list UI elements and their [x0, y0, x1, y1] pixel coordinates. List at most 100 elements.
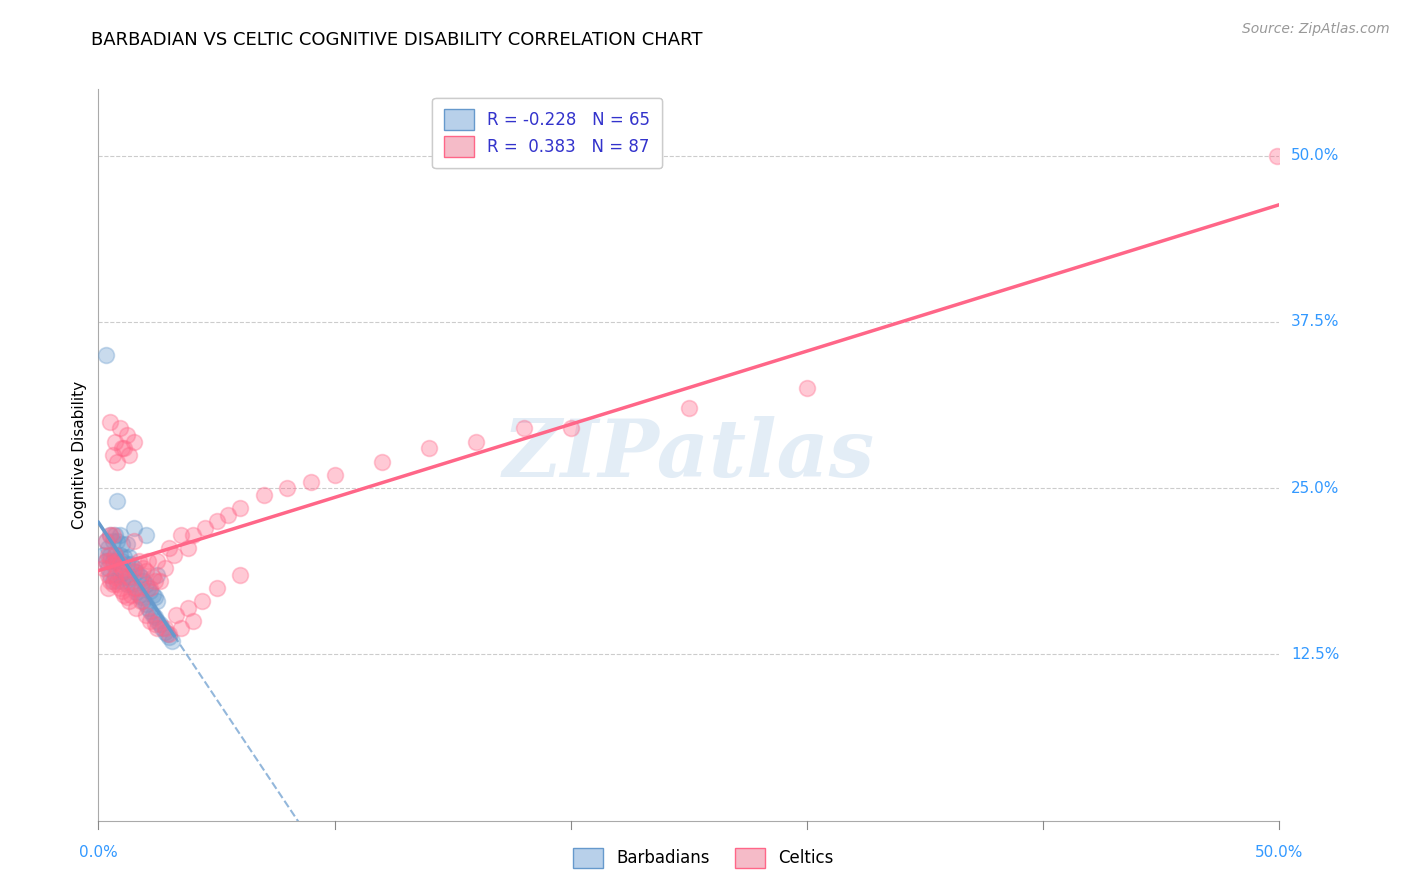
Point: [91, 548, 114, 562]
Text: 37.5%: 37.5%: [1291, 315, 1340, 329]
Legend: Barbadians, Celtics: Barbadians, Celtics: [567, 841, 839, 875]
Point: [139, 581, 162, 595]
Point: [115, 591, 138, 605]
Point: [111, 537, 134, 551]
Point: [101, 557, 124, 571]
Point: [97, 581, 120, 595]
Point: [129, 570, 152, 584]
Point: [112, 564, 135, 578]
Point: [115, 577, 138, 591]
Point: [115, 557, 138, 571]
Point: [108, 548, 131, 562]
Point: [229, 501, 252, 516]
Point: [160, 634, 183, 648]
Point: [135, 597, 157, 611]
Point: [143, 591, 166, 605]
Point: [170, 621, 193, 635]
Point: [111, 583, 134, 598]
Point: [181, 527, 204, 541]
Point: [104, 434, 127, 449]
Point: [118, 550, 141, 565]
Text: 25.0%: 25.0%: [1291, 481, 1340, 496]
Point: [132, 561, 155, 575]
Point: [105, 494, 128, 508]
Point: [101, 448, 124, 462]
Point: [104, 548, 127, 562]
Point: [191, 594, 214, 608]
Point: [98, 567, 121, 582]
Point: [143, 574, 166, 589]
Point: [105, 574, 128, 589]
Text: 50.0%: 50.0%: [1291, 148, 1340, 163]
Point: [105, 534, 128, 549]
Point: [121, 588, 143, 602]
Point: [105, 454, 128, 468]
Point: [136, 600, 159, 615]
Point: [98, 548, 121, 562]
Point: [135, 607, 157, 622]
Point: [125, 585, 148, 599]
Point: [132, 594, 155, 608]
Point: [149, 574, 172, 589]
Point: [97, 541, 120, 555]
Point: [299, 475, 322, 489]
Point: [170, 527, 193, 541]
Point: [112, 588, 135, 602]
Point: [111, 561, 134, 575]
Text: Source: ZipAtlas.com: Source: ZipAtlas.com: [1241, 22, 1389, 37]
Point: [163, 548, 186, 562]
Point: [128, 567, 150, 582]
Point: [796, 381, 818, 395]
Point: [194, 521, 217, 535]
Point: [108, 567, 131, 582]
Point: [1265, 149, 1288, 163]
Point: [142, 588, 165, 602]
Point: [129, 594, 152, 608]
Point: [418, 442, 440, 456]
Point: [108, 581, 131, 595]
Point: [97, 567, 120, 582]
Point: [177, 600, 200, 615]
Point: [112, 570, 135, 584]
Point: [323, 467, 346, 482]
Point: [115, 537, 138, 551]
Point: [156, 627, 179, 641]
Point: [104, 548, 127, 562]
Point: [146, 567, 169, 582]
Point: [153, 624, 176, 639]
Point: [512, 421, 534, 435]
Point: [128, 554, 150, 568]
Point: [177, 541, 200, 555]
Point: [112, 550, 135, 565]
Point: [205, 515, 228, 529]
Point: [97, 548, 120, 562]
Point: [122, 581, 145, 595]
Point: [157, 627, 180, 641]
Point: [146, 621, 169, 635]
Point: [105, 577, 128, 591]
Text: 0.0%: 0.0%: [79, 845, 118, 860]
Point: [146, 594, 169, 608]
Point: [153, 561, 176, 575]
Point: [143, 616, 166, 631]
Point: [108, 527, 131, 541]
Point: [125, 565, 148, 579]
Point: [149, 616, 172, 631]
Point: [139, 603, 162, 617]
Point: [105, 554, 128, 568]
Point: [97, 561, 120, 575]
Point: [146, 614, 169, 628]
Point: [104, 527, 127, 541]
Point: [108, 557, 131, 571]
Point: [136, 554, 159, 568]
Point: [101, 577, 124, 591]
Point: [135, 527, 157, 541]
Point: [115, 428, 138, 442]
Point: [101, 574, 124, 589]
Point: [135, 577, 157, 591]
Point: [98, 574, 121, 589]
Point: [142, 607, 165, 622]
Point: [122, 521, 145, 535]
Point: [122, 564, 145, 578]
Point: [111, 574, 134, 589]
